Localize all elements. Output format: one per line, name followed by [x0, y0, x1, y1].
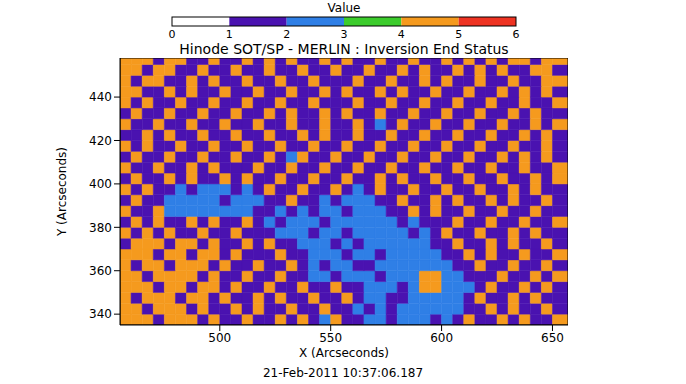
html-text:21-Feb-2011 10:37:06.187: 21-Feb-2011 10:37:06.187 — [262, 366, 424, 380]
svg-text:Hinode SOT/SP - MERLIN : Inver: Hinode SOT/SP - MERLIN : Inversion End S… — [179, 41, 508, 57]
svg-text:5: 5 — [455, 28, 462, 41]
svg-text:360: 360 — [89, 264, 112, 278]
svg-text:Y (Arcseconds): Y (Arcseconds) — [55, 147, 69, 237]
svg-text:550: 550 — [319, 331, 342, 345]
svg-text:6: 6 — [513, 28, 520, 41]
svg-text:X (Arcseconds): X (Arcseconds) — [299, 346, 389, 360]
svg-text:380: 380 — [89, 221, 112, 235]
svg-text:420: 420 — [89, 134, 112, 148]
svg-text:600: 600 — [430, 331, 453, 345]
svg-text:2: 2 — [283, 28, 290, 41]
svg-text:0: 0 — [169, 28, 176, 41]
svg-text:500: 500 — [208, 331, 231, 345]
svg-text:340: 340 — [89, 307, 112, 321]
svg-text:4: 4 — [398, 28, 405, 41]
svg-text:Value: Value — [328, 1, 361, 15]
svg-text:1: 1 — [226, 28, 233, 41]
svg-text:400: 400 — [89, 177, 112, 191]
svg-text:440: 440 — [89, 90, 112, 104]
svg-text:650: 650 — [541, 331, 564, 345]
svg-text:3: 3 — [341, 28, 348, 41]
